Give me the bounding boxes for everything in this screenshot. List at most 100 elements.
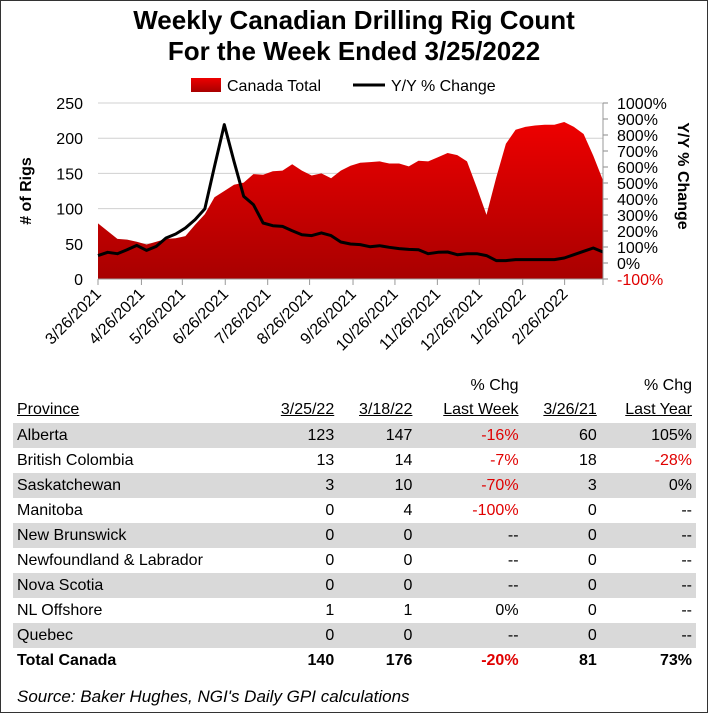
table-cell: 0 [260,498,338,523]
table-cell: -16% [416,423,523,448]
table-cell: -- [416,573,523,598]
cell-text: 147 [385,426,413,444]
y-tick-label: 50 [65,237,83,254]
y2-tick-label: 0% [617,256,640,273]
table-cell: -- [600,623,696,648]
table-cell: Quebec [13,623,261,648]
table-cell: 123 [260,423,339,448]
cell-text: 0 [325,526,335,544]
cell-text: British Colombia [17,451,134,469]
cell-text: 10 [394,476,413,494]
cell-text: -100% [472,501,519,519]
table-cell: -- [416,623,523,648]
table-cell: 73% [601,648,696,673]
table-header-top: % Chg % Chg [13,375,696,397]
table-row: Nova Scotia 0 0 -- 0 -- [13,573,696,598]
y2-tick-label: 100% [617,240,658,257]
y2-tick-label: 500% [617,176,658,193]
cell-text: Newfoundland & Labrador [17,551,203,569]
cell-text: 0 [403,551,413,569]
cell-text: -- [507,576,519,594]
table-cell: 0 [260,573,339,598]
cell-text: Total Canada [17,651,117,669]
cell-text: Saskatchewan [17,476,122,494]
cell-text: -- [507,626,519,644]
table-cell: 105% [600,423,696,448]
table-cell: Alberta [13,423,261,448]
cell-text: 0 [403,626,413,644]
cell-text: NL Offshore [17,601,103,619]
table-cell: -- [600,523,696,548]
table-cell [13,375,260,397]
province-table: % Chg % Chg Province 3/25/22 3/18/22 Last Wee… [13,375,696,673]
table-cell: 1 [338,598,416,623]
table-cell: 14 [338,448,416,473]
cell-text: 1 [325,601,335,619]
cell-text: Province [17,401,80,418]
cell-text: 3 [587,476,597,494]
table-cell: 3 [260,473,339,498]
table-cell [523,375,601,397]
cell-text: -- [681,601,692,619]
y2-tick-label: 900% [617,112,658,129]
cell-text: Nova Scotia [17,576,104,594]
table-cell: 10 [338,473,417,498]
cell-text: % Chg [470,377,519,394]
y2-tick-label: 200% [617,224,658,241]
cell-text: 105% [651,426,692,444]
table-header: Province 3/25/22 3/18/22 Last Week 3/26/21 La… [13,397,696,423]
y2-tick-label: -100% [617,272,663,289]
table-cell: -100% [416,498,522,523]
table-row: Manitoba 0 4 -100% 0 -- [13,498,696,523]
table-cell: 3 [522,473,601,498]
table-cell: 3/18/22 [338,397,416,423]
cell-text: -- [681,626,692,644]
table-cell: -- [416,548,522,573]
rig-chart: Canada Total Y/Y % Change 250 200 150 100 50 0 1… [18,78,691,354]
table-row: Saskatchewan 3 10 -70% 3 0% [13,473,696,498]
table-cell: -- [601,598,696,623]
table-cell: 0 [338,523,417,548]
cell-text: 1 [403,601,413,619]
cell-text: 18 [578,451,597,469]
cell-text: 0 [325,626,335,644]
table-cell: -- [600,573,696,598]
y-tick-label: 100 [56,202,83,219]
table-cell: 0 [260,623,339,648]
cell-text: 0 [587,501,597,519]
table-cell: 0 [523,548,601,573]
cell-text: 14 [394,451,413,469]
cell-text: % Chg [643,377,692,394]
table-cell: 3/26/21 [523,397,601,423]
table-cell: Manitoba [13,498,260,523]
legend-label-canada-total: Canada Total [227,78,321,95]
cell-text: Last Week [443,401,519,418]
y-tick-label: 0 [74,272,83,289]
y2-tick-label: 800% [617,128,658,145]
cell-text: 176 [385,651,413,669]
cell-text: 3/18/22 [359,401,413,418]
cell-text: 0 [403,526,413,544]
table-cell [260,375,338,397]
cell-text: -- [681,551,692,569]
table-cell: Newfoundland & Labrador [13,548,260,573]
table-cell: -- [601,498,696,523]
cell-text: 0 [587,526,597,544]
table-cell: NL Offshore [13,598,260,623]
y-tick-label: 200 [56,131,83,148]
table-cell: 81 [523,648,601,673]
cell-text: 81 [578,651,597,669]
table-cell: 0% [416,598,522,623]
cell-text: 13 [316,451,335,469]
table-cell: % Chg [601,375,696,397]
cell-text: 3 [325,476,335,494]
table-cell: 0 [523,498,601,523]
table-cell: -28% [601,448,696,473]
table-cell: -- [416,523,523,548]
table-cell [338,375,416,397]
table-cell: -70% [416,473,523,498]
table-cell: 0 [338,623,417,648]
cell-text: -- [681,526,692,544]
table-cell: -- [601,548,696,573]
